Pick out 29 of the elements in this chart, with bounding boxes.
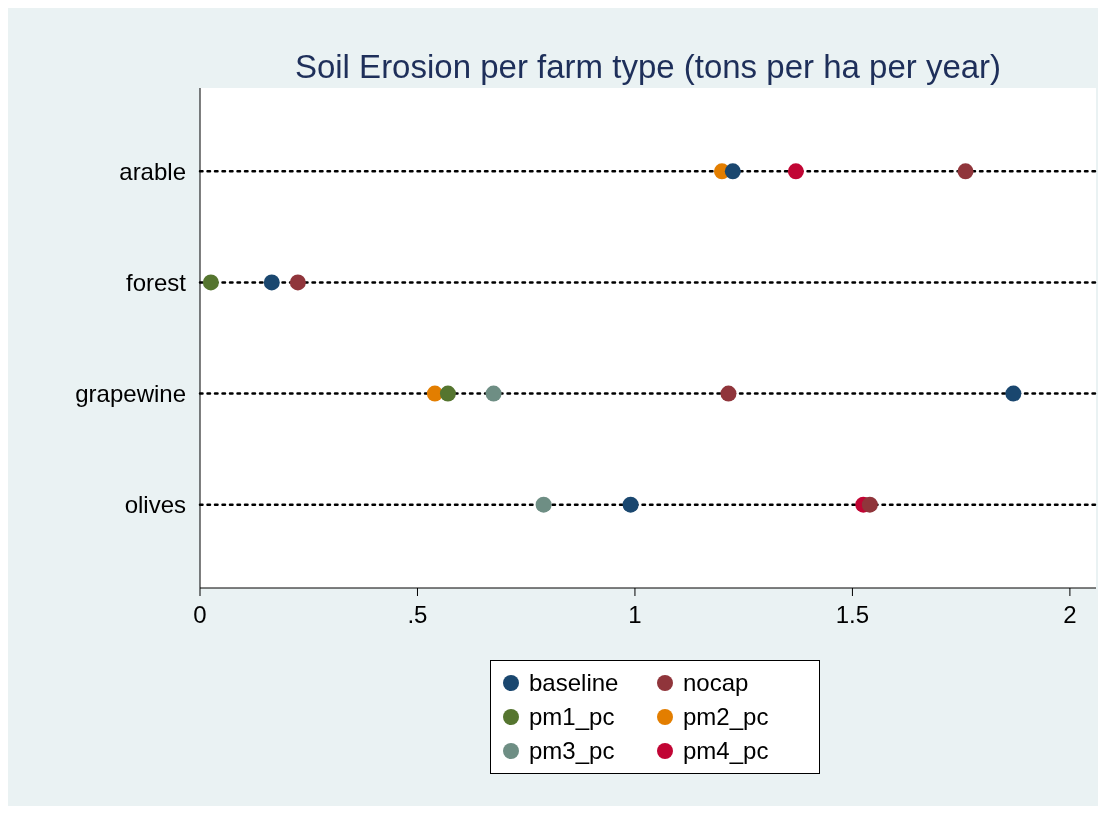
point [535,496,552,513]
point [720,385,737,402]
point [289,274,306,291]
legend-label: pm4_pc [683,737,769,765]
x-tick-label: 1 [628,601,642,629]
y-tick-label: forest [125,268,187,296]
point [1005,385,1022,402]
x-tick-label: .5 [407,601,428,629]
point [202,274,219,291]
legend-label: nocap [683,669,749,697]
legend-label: pm2_pc [683,703,769,731]
legend-label: pm1_pc [529,703,615,731]
x-tick-label: 2 [1063,601,1077,629]
legend-label: baseline [529,669,619,697]
point [485,385,502,402]
point [861,496,878,513]
point [787,163,804,180]
point [263,274,280,291]
point [724,163,741,180]
point [622,496,639,513]
point [957,163,974,180]
chart-title: Soil Erosion per farm type (tons per ha per year) [293,48,1003,86]
y-tick-label: arable [119,157,186,185]
legend-label: pm3_pc [529,737,615,765]
x-tick-label: 1.5 [835,601,870,629]
y-tick-label: olives [124,491,186,519]
x-tick-label: 0 [193,601,207,629]
point [439,385,456,402]
y-tick-label: grapewine [75,380,186,408]
